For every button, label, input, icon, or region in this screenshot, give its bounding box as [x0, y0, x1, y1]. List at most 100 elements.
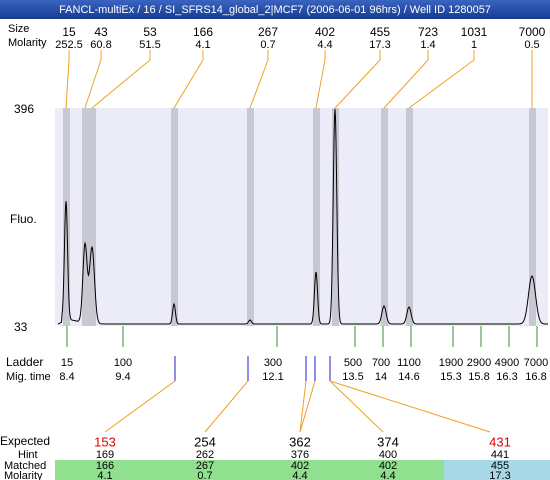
ladder-size: 700 — [372, 357, 390, 369]
matched-value: 402 — [291, 460, 309, 472]
molarity-value: 4.4 — [292, 470, 307, 480]
ladder-size: 100 — [114, 357, 132, 369]
mig-time: 14 — [375, 371, 387, 383]
peak-molarity: 0.7 — [260, 39, 275, 51]
mig-time: 15.3 — [440, 371, 461, 383]
peak-molarity: 0.5 — [524, 39, 539, 51]
peak-size: 402 — [315, 25, 335, 39]
peak-connector — [65, 59, 70, 109]
mig-time: 12.1 — [262, 371, 283, 383]
molarity-value: 0.7 — [197, 470, 212, 480]
peak-molarity: 4.4 — [317, 39, 332, 51]
mig-time: 13.5 — [342, 371, 363, 383]
match-connector — [329, 380, 491, 433]
hint-value: 441 — [491, 449, 509, 461]
peak-band — [332, 108, 339, 326]
trace — [57, 108, 548, 325]
hint-value: 400 — [379, 449, 397, 461]
matched-label: Matched — [4, 460, 46, 472]
molarity-value: 17.3 — [489, 470, 510, 480]
match-connector — [299, 380, 316, 433]
peak-connector — [315, 59, 326, 109]
peak-molarity: 4.1 — [195, 39, 210, 51]
title-bar — [0, 0, 550, 19]
peak-size: 455 — [370, 25, 390, 39]
ladder-size: 1900 — [439, 357, 463, 369]
mig-time: 15.8 — [468, 371, 489, 383]
mig-time: 14.6 — [398, 371, 419, 383]
mig-time: 9.4 — [115, 371, 130, 383]
ladder-size: 15 — [61, 357, 73, 369]
ladder-size: 500 — [344, 357, 362, 369]
ladder-size: 300 — [264, 357, 282, 369]
peak-connector — [408, 59, 475, 109]
expected-value: 254 — [194, 434, 216, 449]
peak-size: 43 — [94, 25, 108, 39]
match-cell — [155, 460, 253, 480]
peak-size: 15 — [62, 25, 76, 39]
peak-size: 267 — [258, 25, 278, 39]
expected-value: 374 — [377, 434, 399, 449]
peak-size: 166 — [193, 25, 213, 39]
peak-band — [381, 108, 388, 326]
peak-size: 1031 — [461, 25, 488, 39]
matched-value: 402 — [379, 460, 397, 472]
y-axis-label: Fluo. — [10, 212, 37, 226]
molarity-value: 4.4 — [380, 470, 395, 480]
expected-value: 362 — [289, 434, 311, 449]
molarity-row-label: Molarity — [4, 470, 43, 480]
size-label: Size — [8, 23, 29, 35]
y-bottom-label: 33 — [14, 320, 28, 334]
molarity-label: Molarity — [8, 37, 47, 49]
matched-value: 166 — [96, 460, 114, 472]
hint-value: 376 — [291, 449, 309, 461]
mig-time: 16.3 — [496, 371, 517, 383]
ladder-size: 2900 — [467, 357, 491, 369]
peak-connector — [84, 59, 102, 109]
peak-size: 7000 — [519, 25, 546, 39]
hint-value: 169 — [96, 449, 114, 461]
ladder-size: 4900 — [495, 357, 519, 369]
peak-connector — [249, 59, 269, 109]
ladder-size: 1100 — [397, 357, 421, 369]
mig-time-label: Mig. time — [6, 371, 51, 383]
plot-area — [55, 108, 548, 326]
match-cell — [344, 460, 444, 480]
hint-value: 262 — [196, 449, 214, 461]
expected-value: 153 — [94, 434, 116, 449]
match-connector — [329, 380, 384, 433]
peak-band — [313, 108, 320, 326]
peak-molarity: 1 — [471, 39, 477, 51]
match-connector — [104, 380, 176, 433]
match-cell — [252, 460, 344, 480]
matched-value: 455 — [491, 460, 509, 472]
peak-size: 53 — [143, 25, 157, 39]
peak-connector — [91, 59, 151, 109]
peak-band — [406, 108, 413, 326]
hint-label: Hint — [18, 449, 38, 461]
molarity-value: 4.1 — [97, 470, 112, 480]
ladder-label: Ladder — [6, 355, 43, 369]
peak-band — [89, 108, 96, 326]
peak-connector — [383, 59, 429, 109]
mig-time: 8.4 — [59, 371, 74, 383]
peak-molarity: 17.3 — [369, 39, 390, 51]
peak-molarity: 252.5 — [55, 39, 83, 51]
match-connector — [204, 380, 249, 433]
y-top-label: 396 — [14, 102, 34, 116]
peak-molarity: 1.4 — [420, 39, 435, 51]
peak-connector — [173, 59, 204, 109]
peak-band — [171, 108, 178, 326]
ladder-size: 7000 — [524, 357, 548, 369]
expected-value: 431 — [489, 434, 511, 449]
title: FANCL-multiEx / 16 / SI_SFRS14_global_2|… — [59, 4, 491, 16]
peak-connector — [334, 59, 381, 109]
mig-time: 16.8 — [525, 371, 546, 383]
peak-molarity: 60.8 — [90, 39, 111, 51]
match-cell — [444, 460, 550, 480]
expected-label: Expected — [0, 434, 50, 448]
match-cell — [55, 460, 155, 480]
peak-band — [247, 108, 254, 326]
